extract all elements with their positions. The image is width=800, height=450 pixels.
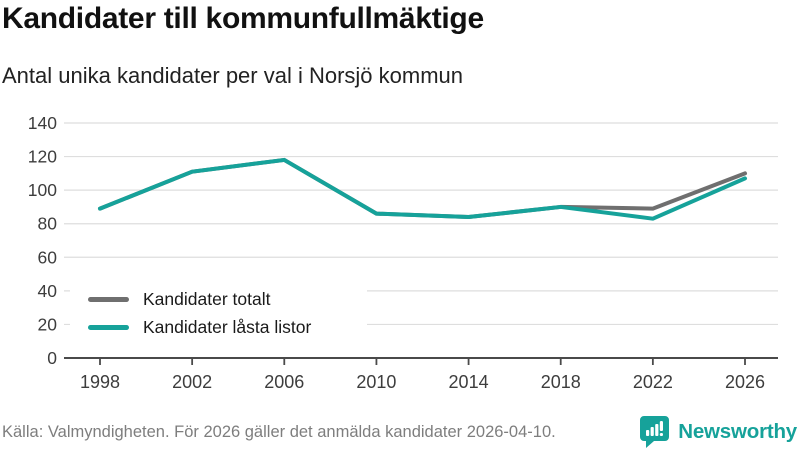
y-tick-label: 60 — [38, 247, 58, 267]
chart-legend: Kandidater totalt Kandidater låsta listo… — [70, 281, 368, 348]
x-tick-label: 1998 — [80, 372, 120, 392]
legend-swatch-totalt-icon — [88, 297, 129, 302]
x-tick-label: 2002 — [172, 372, 212, 392]
y-tick-label: 120 — [28, 147, 57, 167]
x-tick-label: 2014 — [449, 372, 489, 392]
y-tick-label: 140 — [28, 113, 57, 133]
x-tick-label: 2026 — [725, 372, 765, 392]
legend-swatch-lasta-listor-icon — [88, 325, 129, 330]
x-tick-label: 2018 — [541, 372, 581, 392]
newsworthy-logo-icon — [640, 416, 670, 448]
series-line-totalt — [98, 157, 747, 219]
y-tick-label: 80 — [38, 214, 58, 234]
legend-label-lasta-listor: Kandidater låsta listor — [143, 317, 312, 337]
chart-title: Kandidater till kommunfullmäktige — [2, 2, 484, 35]
x-tick-label: 2010 — [356, 372, 396, 392]
y-tick-label: 0 — [47, 348, 57, 368]
legend-item-lasta-listor: Kandidater låsta listor — [88, 317, 311, 338]
legend-item-totalt: Kandidater totalt — [88, 289, 311, 310]
y-tick-label: 20 — [38, 314, 58, 334]
x-tick-label: 2006 — [264, 372, 304, 392]
y-tick-label: 100 — [28, 180, 57, 200]
y-tick-label: 40 — [38, 281, 58, 301]
legend-label-totalt: Kandidater totalt — [143, 289, 271, 309]
newsworthy-brand: Newsworthy — [639, 415, 797, 448]
chart-subtitle: Antal unika kandidater per val i Norsjö … — [2, 63, 464, 88]
source-note: Källa: Valmyndigheten. För 2026 gäller d… — [2, 423, 556, 441]
x-tick-label: 2022 — [633, 372, 673, 392]
series-line-lasta-listor — [98, 157, 747, 221]
newsworthy-logo-text: Newsworthy — [678, 419, 797, 443]
